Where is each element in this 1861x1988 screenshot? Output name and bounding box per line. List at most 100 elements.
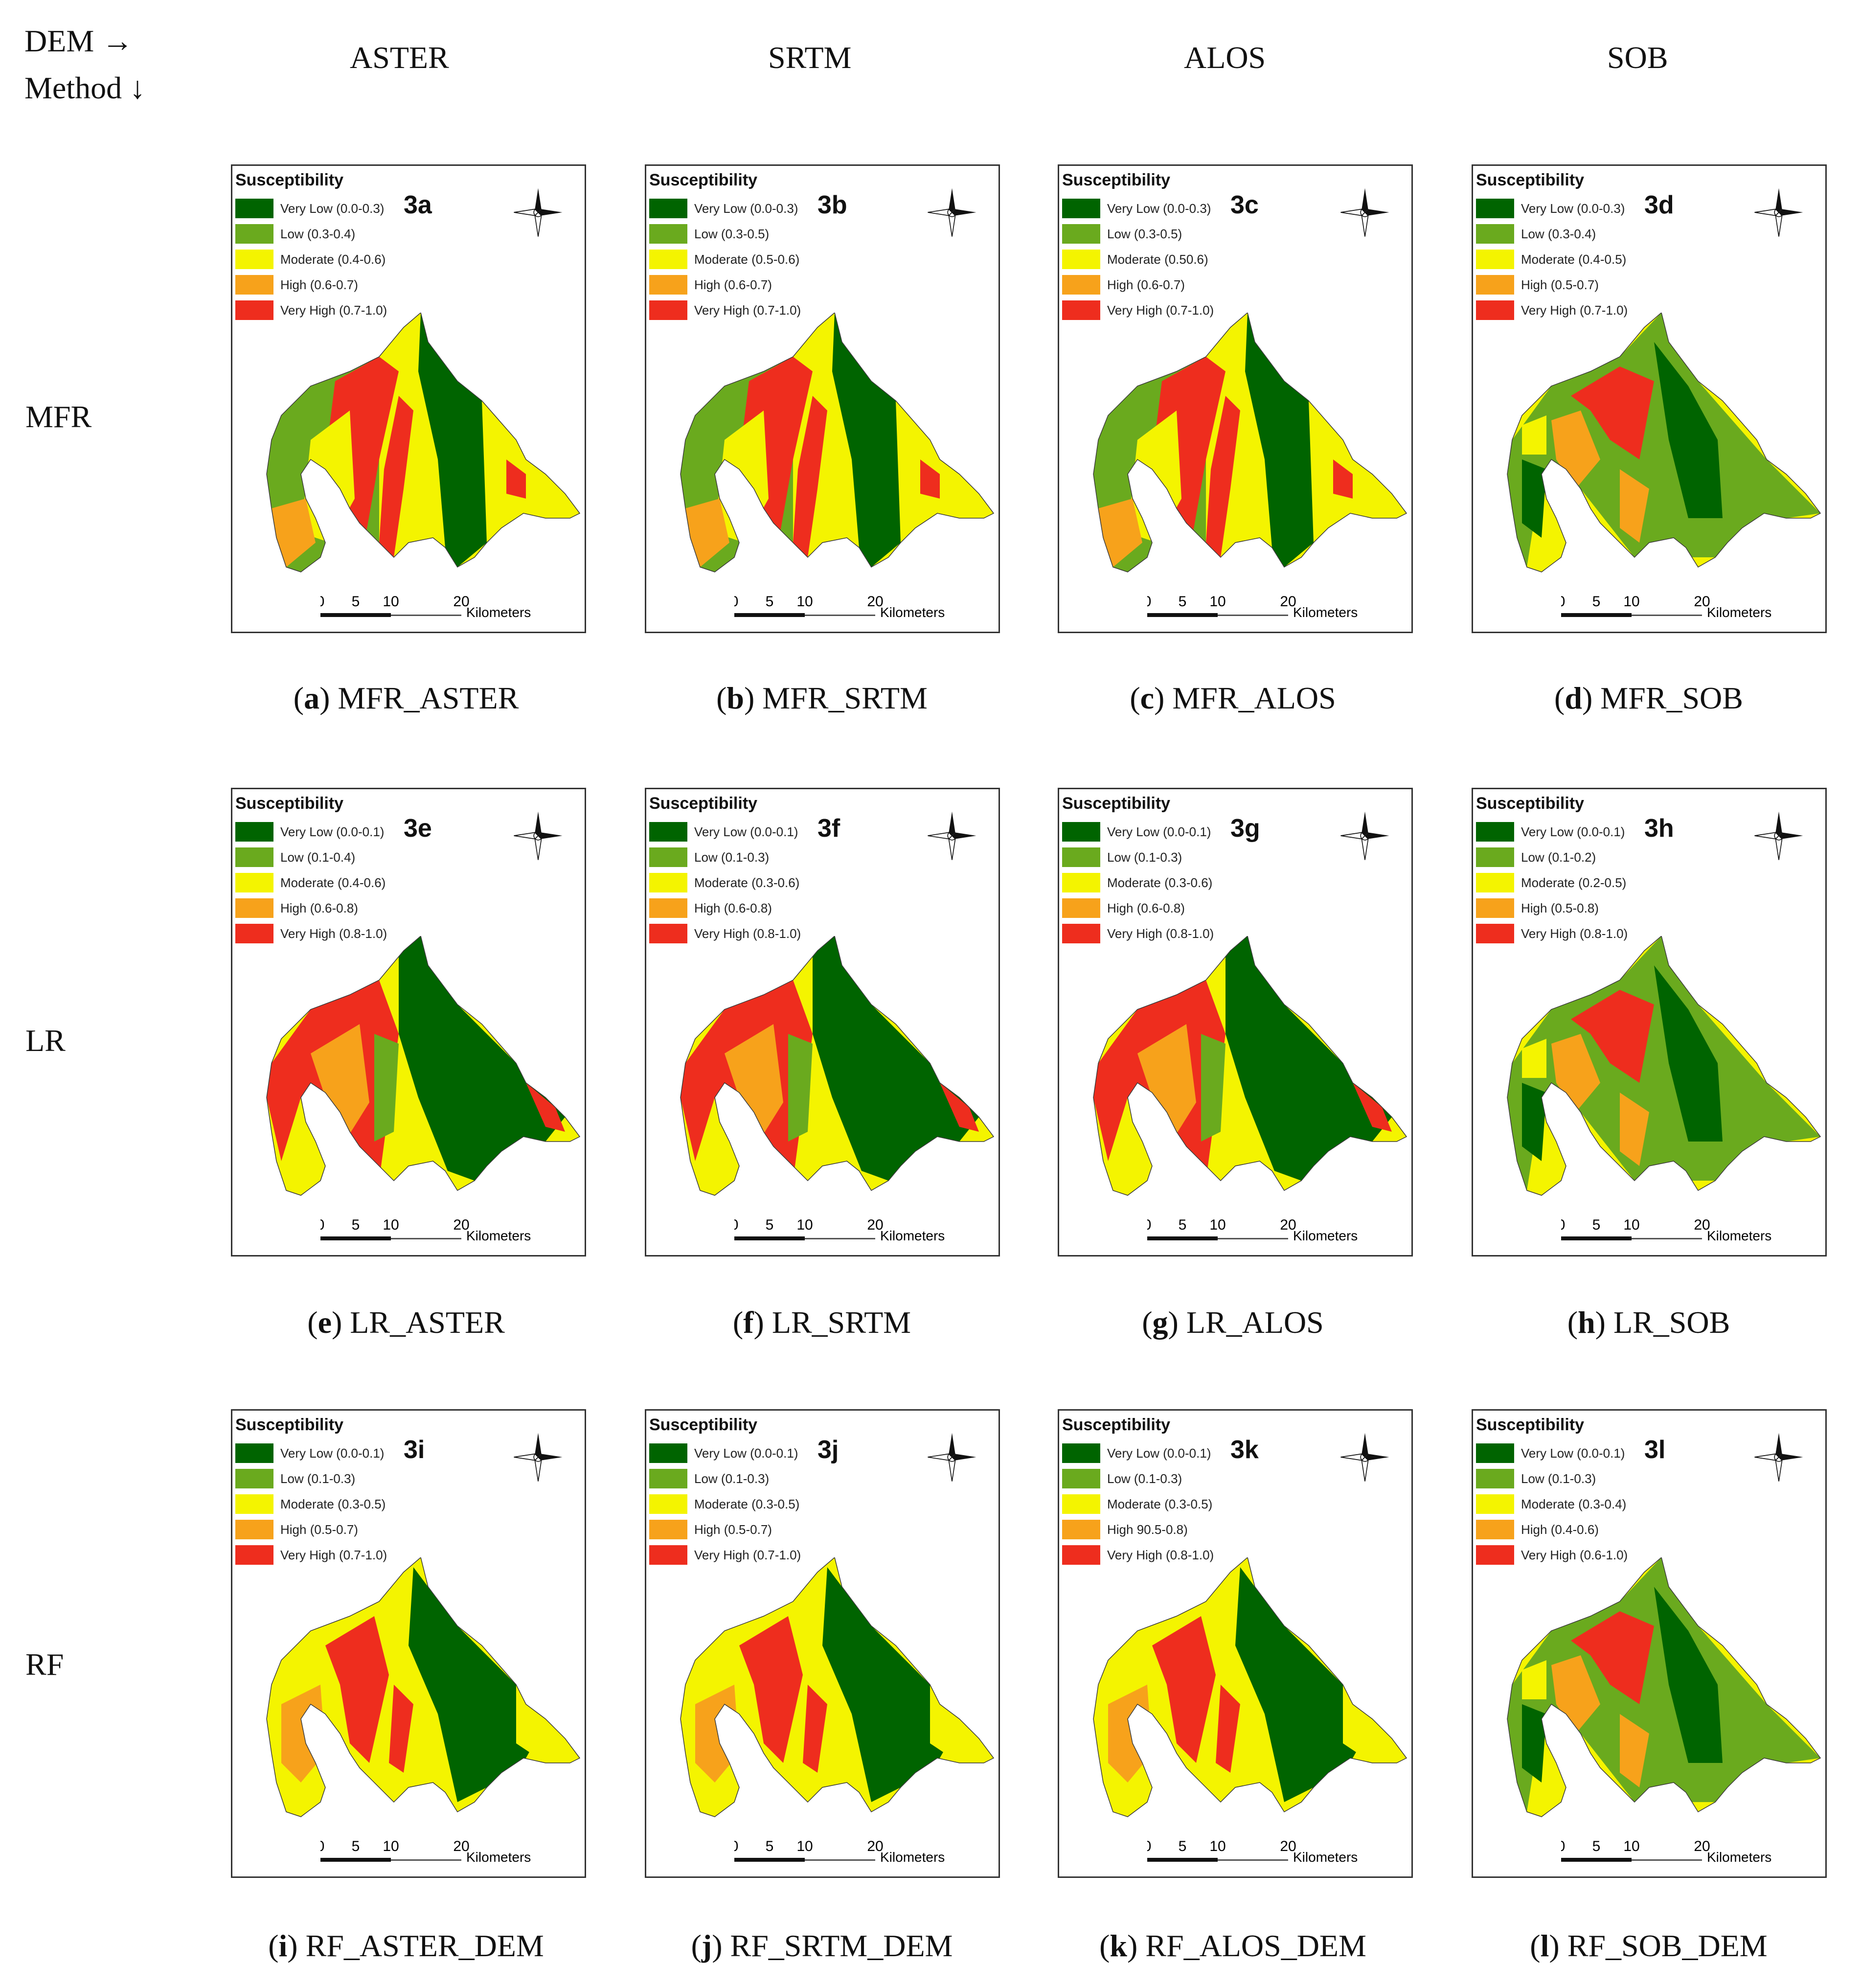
legend-item-low: Low (0.1-0.3) <box>649 845 801 870</box>
legend-item-low: Low (0.1-0.2) <box>1476 845 1628 870</box>
legend-swatch <box>1062 199 1100 218</box>
legend-swatch <box>649 275 687 295</box>
legend-label: Very Low (0.0-0.1) <box>1521 1445 1625 1461</box>
scale-bar-solid <box>1561 613 1632 617</box>
caption-letter: e <box>318 1305 332 1340</box>
legend-swatch <box>1062 1520 1100 1539</box>
zone-low <box>1507 313 1820 567</box>
scale-tick-label: 20 <box>1694 1838 1710 1854</box>
caption-text: RF_ALOS_DEM <box>1145 1928 1366 1963</box>
legend-swatch <box>1062 847 1100 867</box>
scale-tick-label: 5 <box>1592 1217 1601 1233</box>
scale-tick-label: 5 <box>352 1217 360 1233</box>
panel-id-label: 3e <box>404 814 432 843</box>
legend-item-moderate: Moderate (0.3-0.5) <box>1062 1491 1214 1517</box>
legend-swatch <box>1476 1469 1514 1488</box>
legend-label: Moderate (0.3-0.4) <box>1521 1496 1627 1511</box>
legend-swatch <box>1062 300 1100 320</box>
zone-very-low <box>1654 965 1723 1142</box>
legend-swatch <box>235 224 273 244</box>
panel-id-label: 3b <box>817 191 847 219</box>
zone-very-low <box>418 313 487 567</box>
panel-id-label: 3l <box>1644 1436 1666 1464</box>
scale-bar-open <box>1632 1238 1702 1239</box>
legend-swatch <box>1476 199 1514 218</box>
legend-label: High (0.6-0.7) <box>694 277 772 292</box>
legend-title: Susceptibility <box>235 794 344 813</box>
scale-tick-label: 0 <box>1561 1217 1565 1233</box>
panel-caption-h: (h) LR_SOB <box>1567 1305 1730 1340</box>
legend: Susceptibility Very Low (0.0-0.3) Low (0.3… <box>1476 171 1628 323</box>
column-header-alos: ALOS <box>1184 40 1266 75</box>
legend-item-moderate: Moderate (0.3-0.6) <box>649 870 801 895</box>
panel-caption-a: (a) MFR_ASTER <box>293 681 519 715</box>
legend-item-very-low: Very Low (0.0-0.1) <box>235 819 387 845</box>
legend-label: High (0.6-0.7) <box>280 277 358 292</box>
legend-swatch <box>1062 250 1100 269</box>
legend-label: High (0.5-0.7) <box>694 1522 772 1537</box>
scale-bar-open <box>391 615 461 616</box>
study-area-outline <box>266 313 581 572</box>
map-panel-3e: Susceptibility Very Low (0.0-0.1) Low (0.1… <box>231 788 586 1257</box>
legend-label: High (0.5-0.7) <box>1521 277 1599 292</box>
legend-item-high: High (0.5-0.7) <box>649 1517 801 1542</box>
legend-title: Susceptibility <box>235 1416 344 1434</box>
north-arrow-icon <box>928 188 976 237</box>
north-arrow-icon <box>514 811 563 860</box>
scale-tick-label: 0 <box>1561 594 1565 610</box>
legend-title: Susceptibility <box>1062 171 1171 189</box>
legend-swatch <box>1476 250 1514 269</box>
legend-swatch <box>1476 275 1514 295</box>
corner-method-label: Method ↓ <box>24 70 146 105</box>
legend-swatch <box>649 250 687 269</box>
zone-very-high <box>940 1083 979 1132</box>
legend-item-very-high: Very High (0.7-1.0) <box>1476 297 1628 323</box>
legend-title: Susceptibility <box>1476 1416 1585 1434</box>
zone-very-high <box>526 1083 565 1132</box>
panel-id-label: 3j <box>817 1436 839 1464</box>
panel-caption-k: (k) RF_ALOS_DEM <box>1099 1928 1366 1963</box>
scale-tick-label: 10 <box>1623 1838 1639 1854</box>
zone-low <box>1507 1557 1820 1812</box>
legend-swatch <box>1476 224 1514 244</box>
scale-tick-label: 20 <box>453 1838 469 1854</box>
row-label-lr: LR <box>25 1023 66 1058</box>
north-arrow-icon <box>1754 811 1803 860</box>
legend-swatch <box>235 873 273 892</box>
zone-high <box>1098 499 1142 567</box>
zone-high <box>1137 1024 1196 1142</box>
scale-bar-solid <box>734 1236 805 1240</box>
legend-swatch <box>1062 822 1100 842</box>
legend-item-low: Low (0.1-0.4) <box>235 845 387 870</box>
caption-text: MFR_SRTM <box>762 681 928 715</box>
study-area-outline <box>680 1557 995 1817</box>
caption-text: RF_SOB_DEM <box>1567 1928 1768 1963</box>
legend-label: Very High (0.8-1.0) <box>1521 926 1628 941</box>
legend-item-very-low: Very Low (0.0-0.1) <box>1476 819 1628 845</box>
row-label-rf: RF <box>25 1647 64 1682</box>
legend-label: Very Low (0.0-0.1) <box>1521 824 1625 839</box>
legend-label: Very Low (0.0-0.1) <box>1107 1445 1211 1461</box>
legend-item-low: Low (0.3-0.4) <box>1476 221 1628 247</box>
scale-unit-label: Kilometers <box>466 605 531 620</box>
legend-item-very-high: Very High (0.7-1.0) <box>649 1542 801 1568</box>
scale-bar-open <box>805 615 875 616</box>
panel-id-label: 3h <box>1644 814 1674 843</box>
scale-tick-label: 10 <box>796 1838 813 1854</box>
zone-very-low <box>1245 313 1314 567</box>
north-arrow-icon <box>514 1433 563 1482</box>
legend-label: Very High (0.7-1.0) <box>280 1547 387 1562</box>
legend-title: Susceptibility <box>649 1416 758 1434</box>
scale-unit-label: Kilometers <box>466 1850 531 1865</box>
legend-item-very-high: Very High (0.8-1.0) <box>235 921 387 946</box>
legend-swatch <box>649 924 687 943</box>
scale-tick-label: 10 <box>383 1838 399 1854</box>
zone-very-high <box>739 1616 803 1763</box>
susceptibility-map <box>266 313 581 572</box>
legend-item-moderate: Moderate (0.4-0.5) <box>1476 247 1628 272</box>
panel-id-label: 3f <box>817 814 840 843</box>
legend-label: Low (0.1-0.3) <box>1521 1471 1596 1486</box>
legend-item-low: Low (0.1-0.3) <box>235 1466 387 1491</box>
scale-tick-label: 5 <box>766 1217 774 1233</box>
